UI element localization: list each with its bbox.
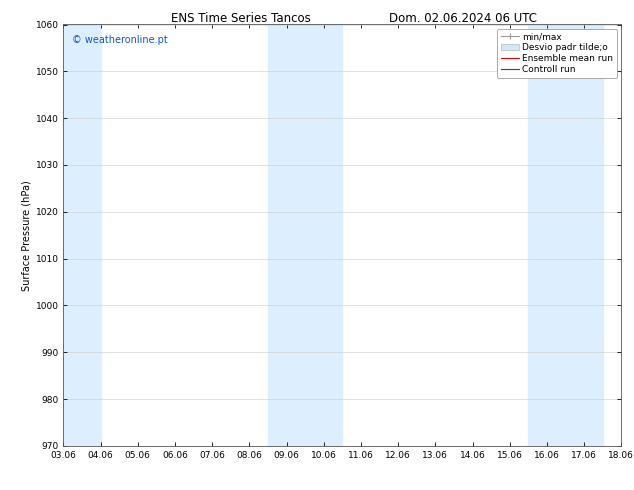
- Text: ENS Time Series Tancos: ENS Time Series Tancos: [171, 12, 311, 25]
- Bar: [63, 24, 101, 446]
- Legend: min/max, Desvio padr tilde;o, Ensemble mean run, Controll run: min/max, Desvio padr tilde;o, Ensemble m…: [497, 29, 617, 77]
- Bar: [268, 24, 342, 446]
- Text: © weatheronline.pt: © weatheronline.pt: [72, 35, 167, 45]
- Text: Dom. 02.06.2024 06 UTC: Dom. 02.06.2024 06 UTC: [389, 12, 537, 25]
- Y-axis label: Surface Pressure (hPa): Surface Pressure (hPa): [22, 180, 31, 291]
- Bar: [528, 24, 603, 446]
